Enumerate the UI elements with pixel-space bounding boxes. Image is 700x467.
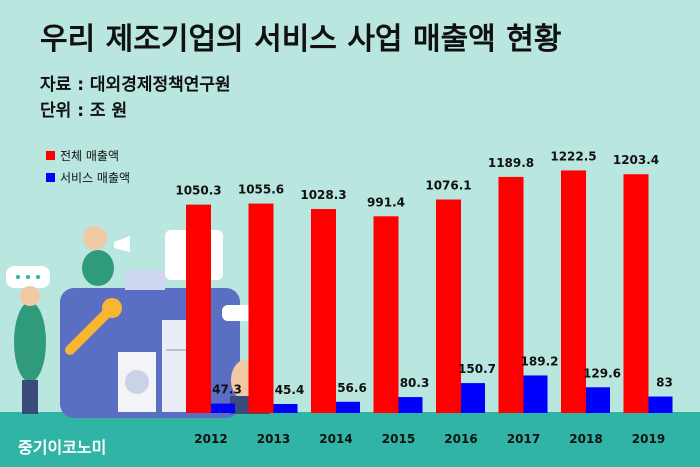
value-label-total-2012: 1050.3 [175, 184, 221, 198]
value-label-total-2016: 1076.1 [425, 179, 471, 193]
presenter-figure [82, 250, 114, 286]
worker-figure [14, 302, 46, 382]
legend-label-total: 전체 매출액 [60, 149, 119, 163]
bar-service-2015 [398, 397, 423, 413]
bar-total-2014 [311, 208, 336, 413]
x-tick-2017: 2017 [507, 432, 540, 446]
value-label-service-2018: 129.6 [583, 366, 621, 380]
unit-label: 단위 : 조 원 [40, 101, 128, 121]
bar-service-2018 [586, 387, 610, 413]
value-label-service-2016: 150.7 [458, 362, 496, 376]
bar-total-2015 [373, 216, 399, 413]
value-labels-group: 1050.3 47.3 1055.6 45.4 1028.3 56.6 991.4 80.3 1… [175, 149, 673, 397]
chat-bubble-small [222, 305, 252, 321]
bar-total-2013 [248, 203, 274, 413]
brand-logo-text: 중기이코노미 [18, 438, 107, 457]
illustration [0, 226, 700, 467]
bar-total-2012 [186, 204, 211, 413]
value-label-service-2017: 189.2 [521, 354, 559, 368]
laptop-icon [125, 270, 165, 290]
bar-service-2013 [273, 403, 298, 413]
legend-label-service: 서비스 매출액 [60, 171, 130, 185]
value-label-total-2015: 991.4 [367, 195, 405, 209]
megaphone-icon [114, 236, 130, 252]
value-label-total-2017: 1189.8 [488, 156, 534, 170]
value-label-total-2018: 1222.5 [550, 149, 596, 163]
bars-group [186, 170, 673, 413]
legend-swatch-service [46, 173, 55, 182]
x-tick-2016: 2016 [444, 432, 477, 446]
bar-total-2017 [498, 176, 524, 413]
x-tick-2012: 2012 [194, 432, 227, 446]
value-label-service-2014: 56.6 [337, 381, 367, 395]
bar-service-2014 [336, 401, 360, 413]
wrench-icon [65, 305, 115, 355]
value-label-total-2013: 1055.6 [238, 183, 284, 197]
value-label-total-2019: 1203.4 [613, 153, 659, 167]
x-tick-2018: 2018 [569, 432, 602, 446]
bar-total-2019 [623, 174, 649, 413]
bar-service-2012 [211, 403, 235, 413]
value-label-total-2014: 1028.3 [300, 188, 346, 202]
floor-band [0, 412, 700, 467]
page-title: 우리 제조기업의 서비스 사업 매출액 현황 [40, 22, 562, 57]
value-label-service-2013: 45.4 [275, 383, 305, 397]
value-label-service-2015: 80.3 [400, 376, 430, 390]
bar-service-2019 [648, 396, 673, 413]
value-label-service-2012: 47.3 [212, 383, 242, 397]
source-label: 자료 : 대외경제정책연구원 [40, 75, 231, 95]
bar-total-2016 [436, 199, 461, 413]
x-tick-labels-group: 2012 2013 2014 2015 2016 2017 2018 2019 [194, 432, 665, 446]
x-tick-2019: 2019 [632, 432, 665, 446]
x-tick-2014: 2014 [319, 432, 352, 446]
x-tick-2013: 2013 [257, 432, 290, 446]
bar-total-2018 [561, 170, 586, 413]
legend-swatch-total [46, 151, 55, 160]
value-label-service-2019: 83 [656, 376, 673, 390]
bar-service-2016 [461, 383, 485, 413]
bar-service-2017 [523, 375, 548, 413]
x-tick-2015: 2015 [382, 432, 415, 446]
